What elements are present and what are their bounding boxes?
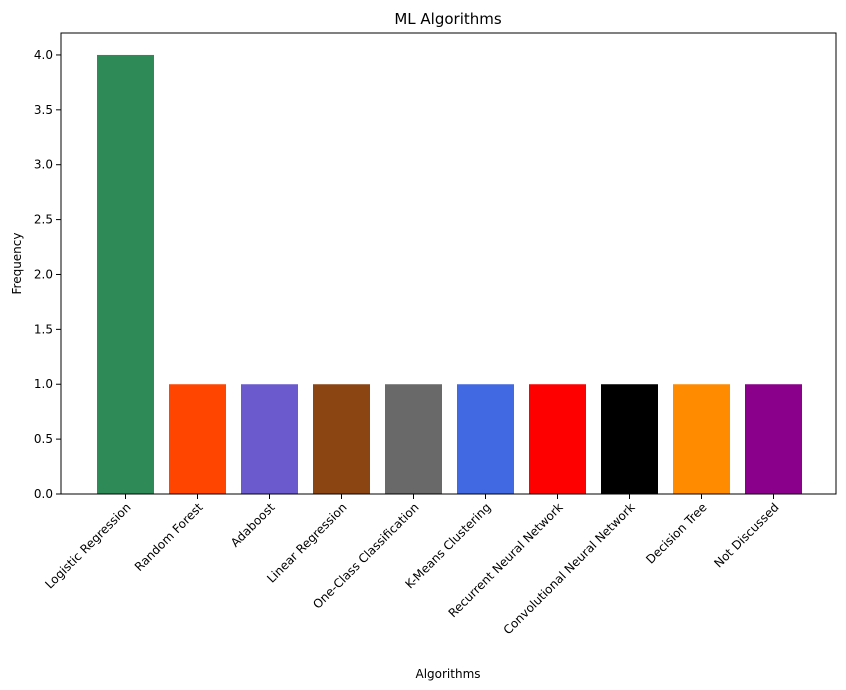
y-tick-label: 1.5 xyxy=(34,322,53,336)
y-axis: 0.0 0.5 1.0 1.5 2.0 2.5 3.0 3.5 4.0 xyxy=(34,48,61,501)
bar-6 xyxy=(529,384,586,494)
x-tick-label: Recurrent Neural Network xyxy=(446,500,566,620)
bar-1 xyxy=(169,384,226,494)
plot-frame xyxy=(60,32,837,495)
x-tick-label: Convolutional Neural Network xyxy=(501,500,638,637)
bar-8 xyxy=(673,384,730,494)
x-tick-label: Not Discussed xyxy=(711,500,781,570)
y-tick-label: 2.5 xyxy=(34,213,53,227)
x-axis-title: Algorithms xyxy=(415,667,480,681)
chart-title: ML Algorithms xyxy=(394,10,502,28)
y-tick-label: 1.0 xyxy=(34,377,53,391)
x-tick-label: Adaboost xyxy=(228,500,278,550)
y-tick-label: 0.5 xyxy=(34,432,53,446)
bar-2 xyxy=(241,384,298,494)
x-tick-label: Random Forest xyxy=(132,500,206,574)
x-tick-label: Logistic Regression xyxy=(42,500,133,591)
bars-group xyxy=(97,54,802,494)
x-tick-label: Linear Regression xyxy=(264,500,349,585)
y-tick-label: 4.0 xyxy=(34,48,53,62)
bar-4 xyxy=(385,384,442,494)
x-tick-label: Decision Tree xyxy=(643,500,709,566)
y-tick-label: 2.0 xyxy=(34,267,53,281)
y-tick-label: 3.5 xyxy=(34,103,53,117)
bar-0 xyxy=(97,54,154,494)
y-tick-label: 3.0 xyxy=(34,158,53,172)
y-axis-title: Frequency xyxy=(10,233,24,295)
bar-3 xyxy=(313,384,370,494)
y-tick-label: 0.0 xyxy=(34,487,53,501)
bar-7 xyxy=(601,384,658,494)
bar-5 xyxy=(457,384,514,494)
bar-9 xyxy=(745,384,802,494)
